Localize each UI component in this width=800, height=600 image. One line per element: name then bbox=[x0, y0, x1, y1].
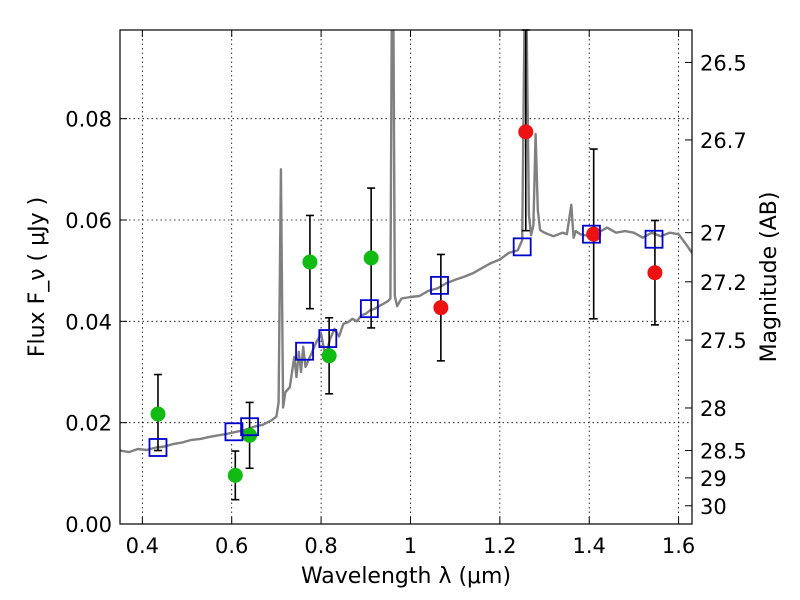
observed-point bbox=[433, 300, 449, 316]
x-tick-label: 1 bbox=[404, 534, 417, 558]
y-tick-label: 0.06 bbox=[65, 209, 112, 233]
y-axis-right-label: Magnitude (AB) bbox=[757, 192, 782, 363]
model-point bbox=[295, 341, 314, 361]
observed-point bbox=[321, 348, 337, 364]
model-point bbox=[359, 299, 379, 319]
x-tick-label: 0.6 bbox=[215, 534, 248, 558]
x-tick-label: 0.4 bbox=[126, 534, 159, 558]
observed-points bbox=[150, 124, 663, 483]
y-right-tick-label: 26.5 bbox=[700, 51, 747, 75]
model-point bbox=[644, 229, 664, 249]
y-tick-label: 0.02 bbox=[65, 412, 112, 436]
observed-point bbox=[586, 226, 602, 242]
y-right-tick-label: 28.5 bbox=[700, 440, 747, 464]
y-right-tick-label: 27 bbox=[700, 222, 727, 246]
y-tick-label: 0.08 bbox=[65, 108, 112, 132]
model-points bbox=[148, 224, 664, 457]
y-right-tick-label: 29 bbox=[700, 467, 727, 491]
y-right-tick-label: 28 bbox=[700, 397, 727, 421]
y-tick-label: 0.04 bbox=[65, 310, 112, 334]
model-point bbox=[430, 275, 449, 295]
plot-background bbox=[120, 30, 692, 524]
observed-point bbox=[647, 265, 663, 281]
observed-point bbox=[150, 406, 166, 422]
x-tick-label: 1.6 bbox=[662, 534, 695, 558]
plot-frame bbox=[119, 29, 693, 525]
spectrum-line bbox=[120, 30, 692, 454]
x-tick-label: 1.4 bbox=[573, 534, 606, 558]
observed-point bbox=[302, 254, 318, 270]
observed-point bbox=[518, 124, 534, 140]
model-point bbox=[318, 329, 338, 348]
y-tick-label: 0.00 bbox=[65, 513, 112, 537]
y-right-tick-label: 26.7 bbox=[700, 129, 747, 153]
x-tick-label: 1.2 bbox=[483, 534, 516, 558]
model-spectrum bbox=[120, 30, 692, 454]
x-tick-label: 0.8 bbox=[304, 534, 337, 558]
model-point bbox=[582, 224, 601, 244]
x-axis-label: Wavelength λ (μm) bbox=[301, 564, 511, 589]
model-point bbox=[148, 438, 168, 457]
y-right-tick-label: 27.2 bbox=[700, 271, 747, 295]
y-axis-label: Flux F_ν ( μJy ) bbox=[25, 197, 50, 357]
observed-point bbox=[363, 250, 379, 266]
model-point bbox=[224, 422, 244, 442]
axes: 0.4 0.6 0.8 1 1.2 1.4 1.6 0.00 0.02 0.04 0.06 0.08 2… bbox=[65, 30, 747, 558]
y-right-tick-label: 30 bbox=[700, 495, 727, 519]
grid bbox=[120, 30, 692, 524]
observed-point bbox=[227, 467, 243, 483]
model-point bbox=[512, 237, 532, 257]
y-right-tick-label: 27.5 bbox=[700, 329, 747, 353]
model-point bbox=[240, 417, 259, 437]
